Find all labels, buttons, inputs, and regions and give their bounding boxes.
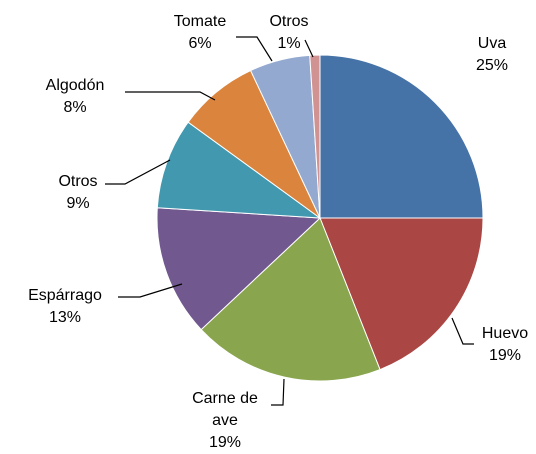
percent-label: 9% (66, 195, 90, 212)
category-name: Otros (58, 173, 98, 190)
slice-label: Uva 25% (442, 33, 536, 77)
percent-label: 19% (208, 434, 242, 451)
percent-label: 25% (475, 57, 509, 74)
slice-label: Huevo 19% (455, 323, 536, 367)
slice-label: Algodón 8% (15, 75, 135, 119)
category-name: Algodón (45, 77, 105, 94)
pie-slice (309, 54, 321, 219)
percent-label: 19% (488, 347, 522, 364)
slice-label: Otros 1% (239, 11, 339, 55)
leader-lines (105, 36, 474, 406)
pie-slice (319, 217, 484, 371)
category-name: Otros (269, 13, 309, 30)
leader-line (304, 39, 314, 58)
leader-line (105, 159, 171, 185)
percent-label: 6% (188, 35, 212, 52)
category-name: Carne de ave (192, 390, 258, 429)
pie-slice (200, 217, 381, 382)
category-name: Tomate (173, 13, 227, 30)
pie-slice (319, 54, 484, 219)
leader-line (236, 36, 273, 62)
percent-label: 8% (63, 99, 87, 116)
slices (156, 54, 484, 382)
category-name: Espárrago (28, 287, 102, 304)
category-name: Uva (477, 35, 507, 52)
slice-label: Carne de ave 19% (180, 388, 270, 454)
leader-line (118, 283, 183, 298)
percent-label: 13% (48, 309, 82, 326)
slice-label: Tomate 6% (150, 11, 250, 55)
percent-label: 1% (277, 35, 301, 52)
leader-line (125, 91, 216, 101)
slice-label: Otros 9% (18, 171, 138, 215)
pie-slice (156, 121, 322, 219)
pie-slice (156, 207, 322, 331)
leader-line (271, 378, 285, 406)
leader-line (451, 317, 474, 345)
slice-label: Espárrago 13% (5, 285, 125, 329)
category-name: Huevo (481, 325, 529, 342)
